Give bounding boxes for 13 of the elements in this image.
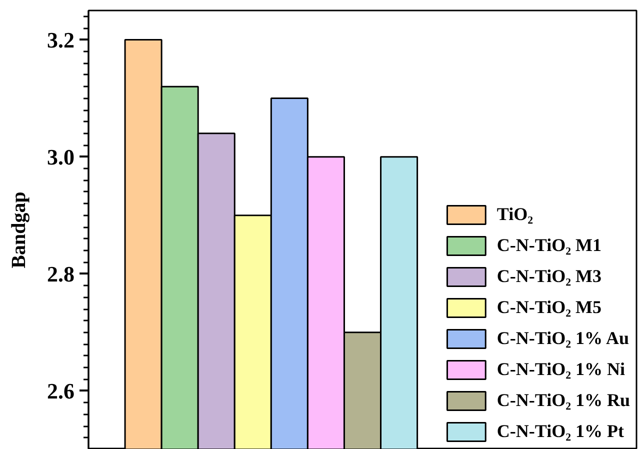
y-tick-label: 3.2 — [47, 27, 74, 52]
y-tick-label: 2.8 — [47, 261, 74, 286]
legend-label: C-N-TiO₂ 1% Pt — [496, 421, 624, 442]
legend-label: C-N-TiO₂ 1% Ni — [496, 359, 625, 380]
y-tick-label: 2.6 — [47, 378, 74, 404]
legend-label: C-N-TiO₂ M5 — [496, 297, 602, 318]
y-axis-title: Bandgap — [8, 192, 30, 268]
legend-label: C-N-TiO₂ M3 — [496, 266, 602, 287]
legend-label: TiO₂ — [496, 204, 534, 225]
legend-label: C-N-TiO₂ M1 — [496, 235, 602, 256]
y-tick-label: 3.0 — [47, 144, 74, 170]
legend-label: C-N-TiO₂ 1% Ru — [496, 390, 630, 411]
legend-label: C-N-TiO₂ 1% Au — [496, 328, 630, 349]
